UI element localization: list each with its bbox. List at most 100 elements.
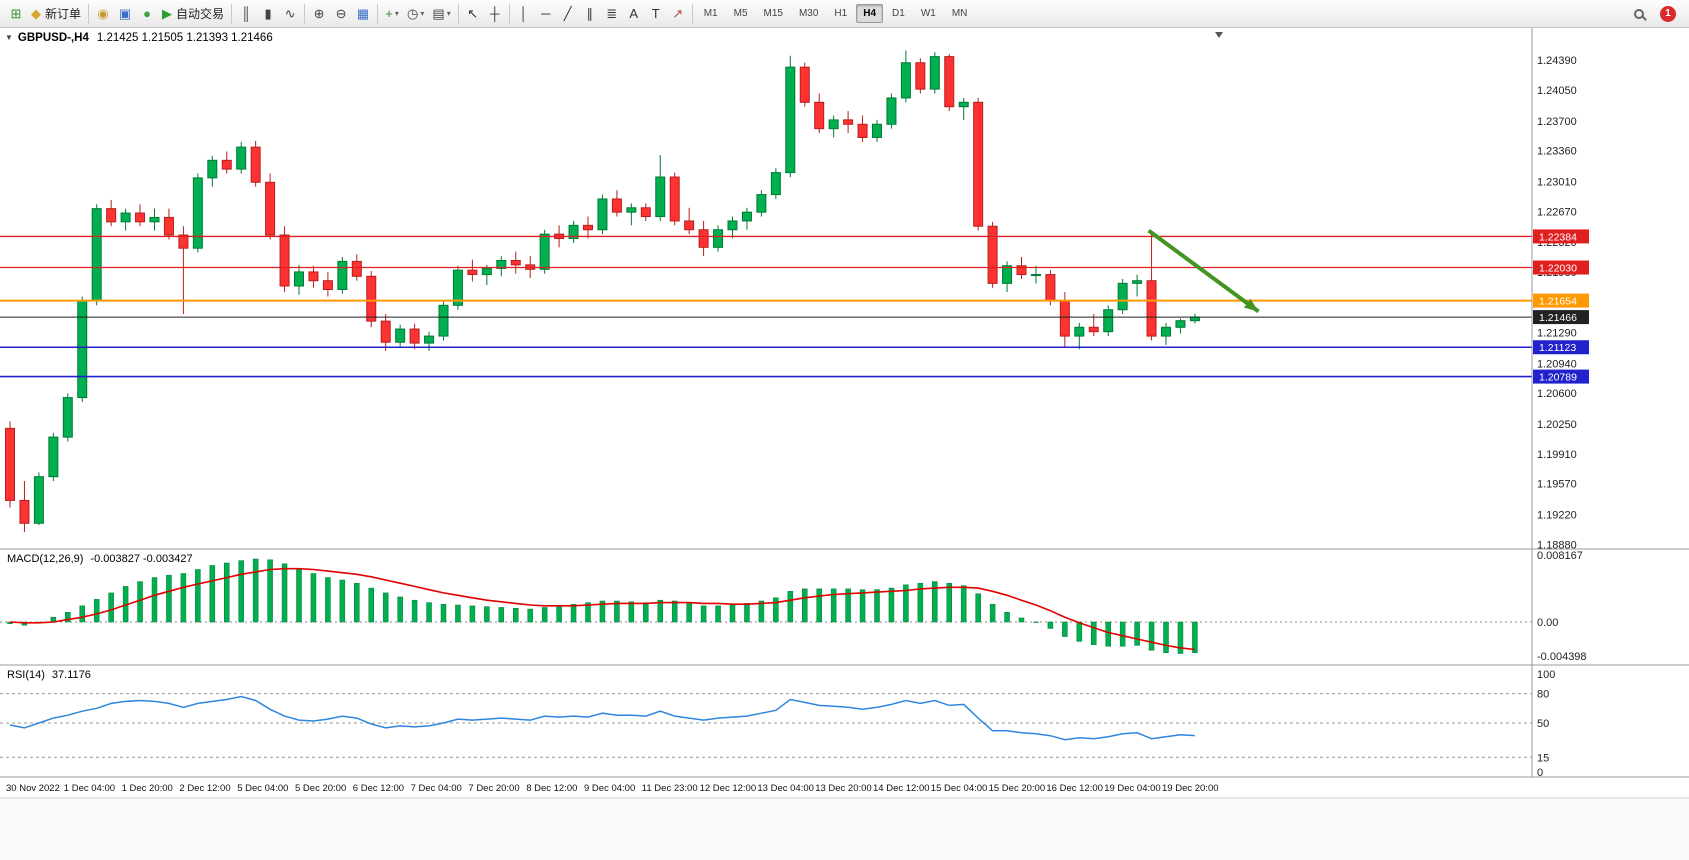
timeframe-button-h4[interactable]: H4 <box>856 4 884 23</box>
vertical-line-icon: │ <box>519 6 528 21</box>
new-order-button[interactable]: ◆ 新订单 <box>27 3 85 25</box>
crosshair-button[interactable]: ┼ <box>484 3 506 25</box>
svg-text:1.23360: 1.23360 <box>1537 146 1577 158</box>
candlestick-mode-button[interactable]: ▮ <box>257 3 279 25</box>
svg-text:1 Dec 20:00: 1 Dec 20:00 <box>122 783 173 794</box>
tile-windows-button[interactable]: ▦ <box>352 3 374 25</box>
bar-chart-mode-button[interactable]: ║ <box>235 3 257 25</box>
templates-dropdown-arrow-icon[interactable]: ▾ <box>446 9 451 18</box>
indicators-dropdown-arrow-icon[interactable]: ▾ <box>394 9 399 18</box>
svg-text:16 Dec 12:00: 16 Dec 12:00 <box>1046 783 1103 794</box>
svg-text:6 Dec 12:00: 6 Dec 12:00 <box>353 783 404 794</box>
horizontal-line-1.21123[interactable]: 1.21123 <box>0 340 1589 355</box>
timeframe-button-w1[interactable]: W1 <box>920 8 936 19</box>
horizontal-line-1.21654[interactable]: 1.21654 <box>0 293 1589 308</box>
candle <box>568 220 579 243</box>
svg-text:1.18880: 1.18880 <box>1537 539 1577 551</box>
autotrade-icon: ▶ <box>162 6 173 21</box>
text-button[interactable]: A <box>623 3 645 25</box>
candle <box>207 155 218 187</box>
candle <box>178 226 189 315</box>
chart-window[interactable]: 1.24390 1.24050 1.23700 1.23360 1.23010 1.226… <box>0 28 1689 860</box>
vertical-line-button[interactable]: │ <box>513 3 535 25</box>
symbol-info: ▼ GBPUSD-,H4 1.21425 1.21505 1.21393 1.214… <box>5 32 273 44</box>
candle <box>583 216 593 239</box>
tile-windows-icon: ▦ <box>356 6 370 21</box>
timeframe-button-m1[interactable]: M1 <box>703 8 718 19</box>
timeframe-button-m15[interactable]: M15 <box>763 8 783 19</box>
svg-text:1.19910: 1.19910 <box>1537 449 1577 461</box>
candle <box>640 203 651 221</box>
candle <box>308 265 319 288</box>
text-label-button[interactable]: T <box>645 3 667 25</box>
timeframe-button-d1[interactable]: D1 <box>892 8 905 19</box>
candle <box>626 203 637 226</box>
horizontal-line-1.22384[interactable]: 1.22384 <box>0 229 1589 244</box>
periods-button[interactable]: ◷ ▾ <box>403 3 428 25</box>
candle <box>149 208 160 231</box>
arrows-button[interactable]: ↗ <box>667 3 689 25</box>
charts-window-button[interactable]: ▣ <box>114 3 136 25</box>
svg-text:0: 0 <box>1537 767 1543 779</box>
new-chart-button[interactable]: ⊞ <box>5 3 27 25</box>
toolbar-separator <box>231 3 233 24</box>
candle <box>424 331 435 352</box>
candle <box>756 190 767 217</box>
toolbar-separator <box>88 3 90 24</box>
periods-dropdown-arrow-icon[interactable]: ▾ <box>420 9 425 18</box>
svg-text:14 Dec 12:00: 14 Dec 12:00 <box>873 783 930 794</box>
candle <box>872 119 882 142</box>
candlestick-series <box>5 50 1200 533</box>
horizontal-line-1.20789[interactable]: 1.20789 <box>0 369 1589 384</box>
trend-arrow[interactable] <box>1147 229 1260 314</box>
autotrade-button[interactable]: ▶ 自动交易 <box>158 3 228 25</box>
candlestick-mode-icon: ▮ <box>264 6 272 21</box>
zoom-in-button[interactable]: ⊕ <box>308 3 330 25</box>
horizontal-line-1.21466[interactable]: 1.21466 <box>0 310 1589 325</box>
one-click-trading-toggle-icon[interactable]: ▼ <box>5 33 13 42</box>
equidistant-channel-button[interactable]: ∥ <box>579 3 601 25</box>
toolbar-separator <box>457 3 459 24</box>
candle <box>684 207 695 235</box>
candle <box>135 204 146 227</box>
metaeditor-button[interactable]: ● <box>136 3 158 25</box>
svg-text:0.00: 0.00 <box>1537 617 1558 629</box>
candle <box>192 173 203 253</box>
mql5-community-icon: ◉ <box>97 6 109 21</box>
line-chart-mode-button[interactable]: ∿ <box>279 3 301 25</box>
search-button[interactable] <box>1628 3 1650 25</box>
svg-text:1.20789: 1.20789 <box>1539 372 1577 384</box>
candle <box>900 50 911 103</box>
timeframe-button-h1[interactable]: H1 <box>834 8 848 19</box>
time-axis: 30 Nov 2022 1 Dec 04:00 1 Dec 20:00 2 Dec 1… <box>6 783 1219 794</box>
chart-canvas[interactable]: 1.24390 1.24050 1.23700 1.23360 1.23010 1.226… <box>0 28 1689 860</box>
timeframe-button-m30[interactable]: M30 <box>798 8 819 19</box>
timeframe-button-m5[interactable]: M5 <box>733 8 748 19</box>
cursor-button[interactable]: ↖ <box>462 3 484 25</box>
text-label-icon: T <box>651 6 660 21</box>
candle <box>481 264 492 286</box>
ohlc-values: 1.21425 1.21505 1.21393 1.21466 <box>96 32 273 44</box>
candle <box>322 271 333 297</box>
horizontal-line-icon: ─ <box>541 6 551 21</box>
svg-text:1.20250: 1.20250 <box>1537 419 1577 431</box>
candle <box>929 52 940 94</box>
timeframe-button-mn[interactable]: MN <box>951 8 968 19</box>
horizontal-lines-layer[interactable]: 1.22384 1.22030 1.21654 1.21466 1.21123 1.207… <box>0 229 1589 384</box>
candle <box>698 220 709 257</box>
candle <box>33 472 44 526</box>
mql5-community-button[interactable]: ◉ <box>92 3 114 25</box>
candle <box>496 256 507 277</box>
horizontal-line-1.22030[interactable]: 1.22030 <box>0 260 1589 275</box>
svg-text:30 Nov 2022: 30 Nov 2022 <box>6 783 60 794</box>
templates-button[interactable]: ▤ ▾ <box>428 3 454 25</box>
candle <box>1002 261 1013 293</box>
trendline-button[interactable]: ╱ <box>557 3 579 25</box>
horizontal-line-button[interactable]: ─ <box>535 3 557 25</box>
candle <box>106 199 117 227</box>
candle <box>467 259 478 282</box>
indicators-button[interactable]: + ▾ <box>381 3 403 25</box>
zoom-out-button[interactable]: ⊖ <box>330 3 352 25</box>
notification-badge[interactable]: 1 <box>1660 5 1676 22</box>
fibonacci-button[interactable]: ≣ <box>601 3 623 25</box>
